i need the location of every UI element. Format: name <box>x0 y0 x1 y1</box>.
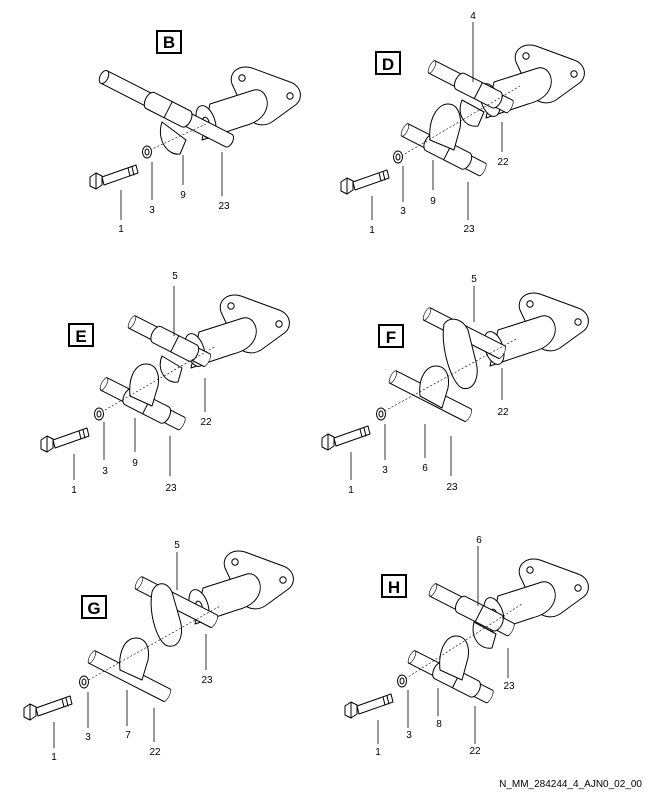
variant-g-group: G 5 1 3 7 22 23 <box>23 540 294 763</box>
upper-clip-ear-d <box>459 99 485 127</box>
callout-upper-tube-h: 23 <box>503 681 515 692</box>
variant-g-tag: G <box>87 599 100 618</box>
washer-h <box>397 674 407 688</box>
bolt-d <box>340 169 390 195</box>
callout-washer-g: 3 <box>85 732 91 743</box>
variant-h-tag: H <box>388 578 400 597</box>
callout-washer-d: 3 <box>400 206 406 217</box>
clip-ear-b <box>160 121 187 155</box>
upper-clip-loop-f <box>442 318 478 390</box>
lower-clip-ear-d <box>429 103 461 151</box>
callout-tube-b: 23 <box>218 201 230 212</box>
bolt-e <box>40 427 90 453</box>
callout-upper-tube-e: 22 <box>200 417 212 428</box>
washer-b <box>142 145 152 159</box>
washer-g <box>79 675 89 689</box>
callout-upper-clip-h: 6 <box>476 535 482 546</box>
bolt-b <box>89 164 139 190</box>
callout-washer-f: 3 <box>382 465 388 476</box>
variant-f-group: F 5 1 3 6 23 22 <box>321 274 589 496</box>
callout-lower-tube-d: 23 <box>463 224 475 235</box>
callout-clip-e: 9 <box>132 458 138 469</box>
variant-tag-box <box>156 30 182 54</box>
drawing-reference-code: N_MM_284244_4_AJN0_02_00 <box>499 779 642 790</box>
lower-clip-ear-e <box>129 363 159 407</box>
callout-upper-tube-g: 23 <box>201 675 213 686</box>
lower-clip-ear-h <box>439 635 469 681</box>
callout-clip-g: 7 <box>125 730 131 741</box>
callout-upper-clip-f: 5 <box>471 274 477 285</box>
variant-e-group: E 5 1 3 9 23 22 <box>40 271 290 496</box>
callout-bolt-g: 1 <box>51 752 57 763</box>
variant-b-group: B 1 3 9 23 <box>89 30 301 235</box>
callout-washer-e: 3 <box>102 466 108 477</box>
bolt-h <box>344 693 394 719</box>
variant-f-tag: F <box>386 328 396 347</box>
callout-clip-h: 8 <box>436 719 442 730</box>
callout-bolt-f: 1 <box>348 485 354 496</box>
upper-clip-loop-g <box>150 583 182 647</box>
callout-upper-clip-e: 5 <box>172 271 178 282</box>
callout-washer-b: 3 <box>149 205 155 216</box>
callout-upper-tube-f: 22 <box>497 407 509 418</box>
bolt-g <box>23 695 73 721</box>
washer-e <box>94 407 104 421</box>
callout-clip-d: 9 <box>430 196 436 207</box>
callout-bolt-e: 1 <box>71 485 77 496</box>
callout-bolt-b: 1 <box>118 224 124 235</box>
callout-upper-clip-g: 5 <box>174 540 180 551</box>
washer-d <box>393 150 403 164</box>
variant-e-tag: E <box>75 327 86 346</box>
callout-upper-tube-d: 22 <box>497 157 509 168</box>
callout-lower-tube-h: 22 <box>469 746 481 757</box>
washer-f <box>376 407 386 421</box>
callout-lower-tube-e: 23 <box>165 483 177 494</box>
callout-bolt-d: 1 <box>369 225 375 236</box>
callout-lower-tube-f: 23 <box>446 482 458 493</box>
callout-lower-tube-g: 22 <box>149 747 161 758</box>
callout-clip-b: 9 <box>180 190 186 201</box>
lower-clip-ear-f <box>419 365 449 409</box>
callout-bolt-h: 1 <box>375 747 381 758</box>
upper-clip-ear-e <box>159 355 183 383</box>
variant-d-group: D 4 1 3 9 23 22 <box>340 11 585 236</box>
callout-clip-f: 6 <box>422 463 428 474</box>
callout-washer-h: 3 <box>406 730 412 741</box>
variant-b-tag: B <box>163 33 175 52</box>
variant-d-tag: D <box>382 55 394 74</box>
variant-h-group: H 6 1 3 8 22 23 <box>344 535 589 758</box>
bolt-f <box>321 425 371 451</box>
callout-upper-clip-d: 4 <box>470 11 476 22</box>
lower-clip-ear-g <box>119 637 149 681</box>
upper-clip-ear-h <box>472 621 497 649</box>
